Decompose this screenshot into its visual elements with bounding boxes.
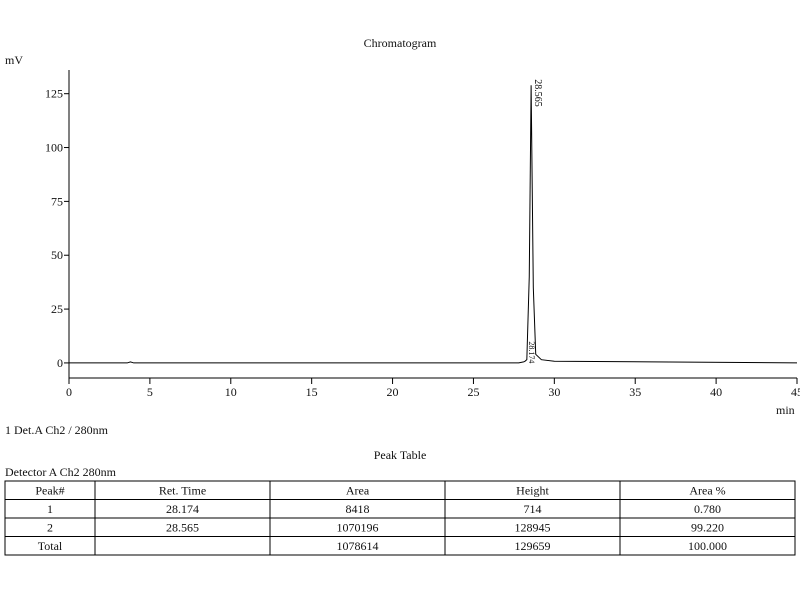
x-tick-label: 25 (467, 385, 479, 399)
x-tick-label: 30 (548, 385, 560, 399)
table-cell: Total (38, 539, 63, 553)
x-axis-label: min (776, 403, 795, 417)
table-cell: 99.220 (691, 521, 724, 535)
chromatogram-line (69, 85, 798, 364)
y-tick-label: 25 (51, 302, 63, 316)
table-cell: 0.780 (694, 502, 721, 516)
y-tick-label: 125 (45, 87, 63, 101)
peak-label: 28.565 (532, 79, 543, 107)
chart-title: Chromatogram (364, 36, 437, 50)
x-tick-label: 0 (66, 385, 72, 399)
table-cell: 1 (47, 502, 53, 516)
table-title: Peak Table (374, 448, 427, 462)
legend-label: 1 Det.A Ch2 / 280nm (5, 423, 109, 437)
table-cell: 100.000 (688, 539, 727, 553)
x-tick-label: 20 (387, 385, 399, 399)
table-detector: Detector A Ch2 280nm (5, 465, 117, 479)
x-tick-label: 40 (710, 385, 722, 399)
table-cell: 129659 (515, 539, 551, 553)
peak-table: Peak# Ret. Time Area Height Area % 1 28.174 841… (4, 480, 796, 556)
table-cell: 1070196 (337, 521, 379, 535)
table-header: Area (346, 484, 370, 498)
y-tick-label: 100 (45, 141, 63, 155)
x-tick-label: 45 (791, 385, 800, 399)
table-header: Area % (689, 484, 725, 498)
table-cell: 128945 (515, 521, 551, 535)
x-tick-label: 15 (306, 385, 318, 399)
y-axis-label: mV (5, 53, 23, 67)
table-cell: 8418 (346, 502, 370, 516)
peak-label: 28.174 (527, 341, 536, 363)
x-tick-label: 5 (147, 385, 153, 399)
table-cell: 714 (524, 502, 542, 516)
table-cell: 1078614 (337, 539, 379, 553)
table-header: Ret. Time (159, 484, 206, 498)
y-tick-label: 50 (51, 248, 63, 262)
table-cell: 2 (47, 521, 53, 535)
table-cell: 28.565 (166, 521, 199, 535)
x-tick-label: 10 (225, 385, 237, 399)
table-header: Peak# (35, 484, 64, 498)
x-tick-label: 35 (629, 385, 641, 399)
table-cell: 28.174 (166, 502, 199, 516)
y-tick-label: 0 (57, 356, 63, 370)
y-tick-label: 75 (51, 194, 63, 208)
table-header: Height (516, 484, 549, 498)
